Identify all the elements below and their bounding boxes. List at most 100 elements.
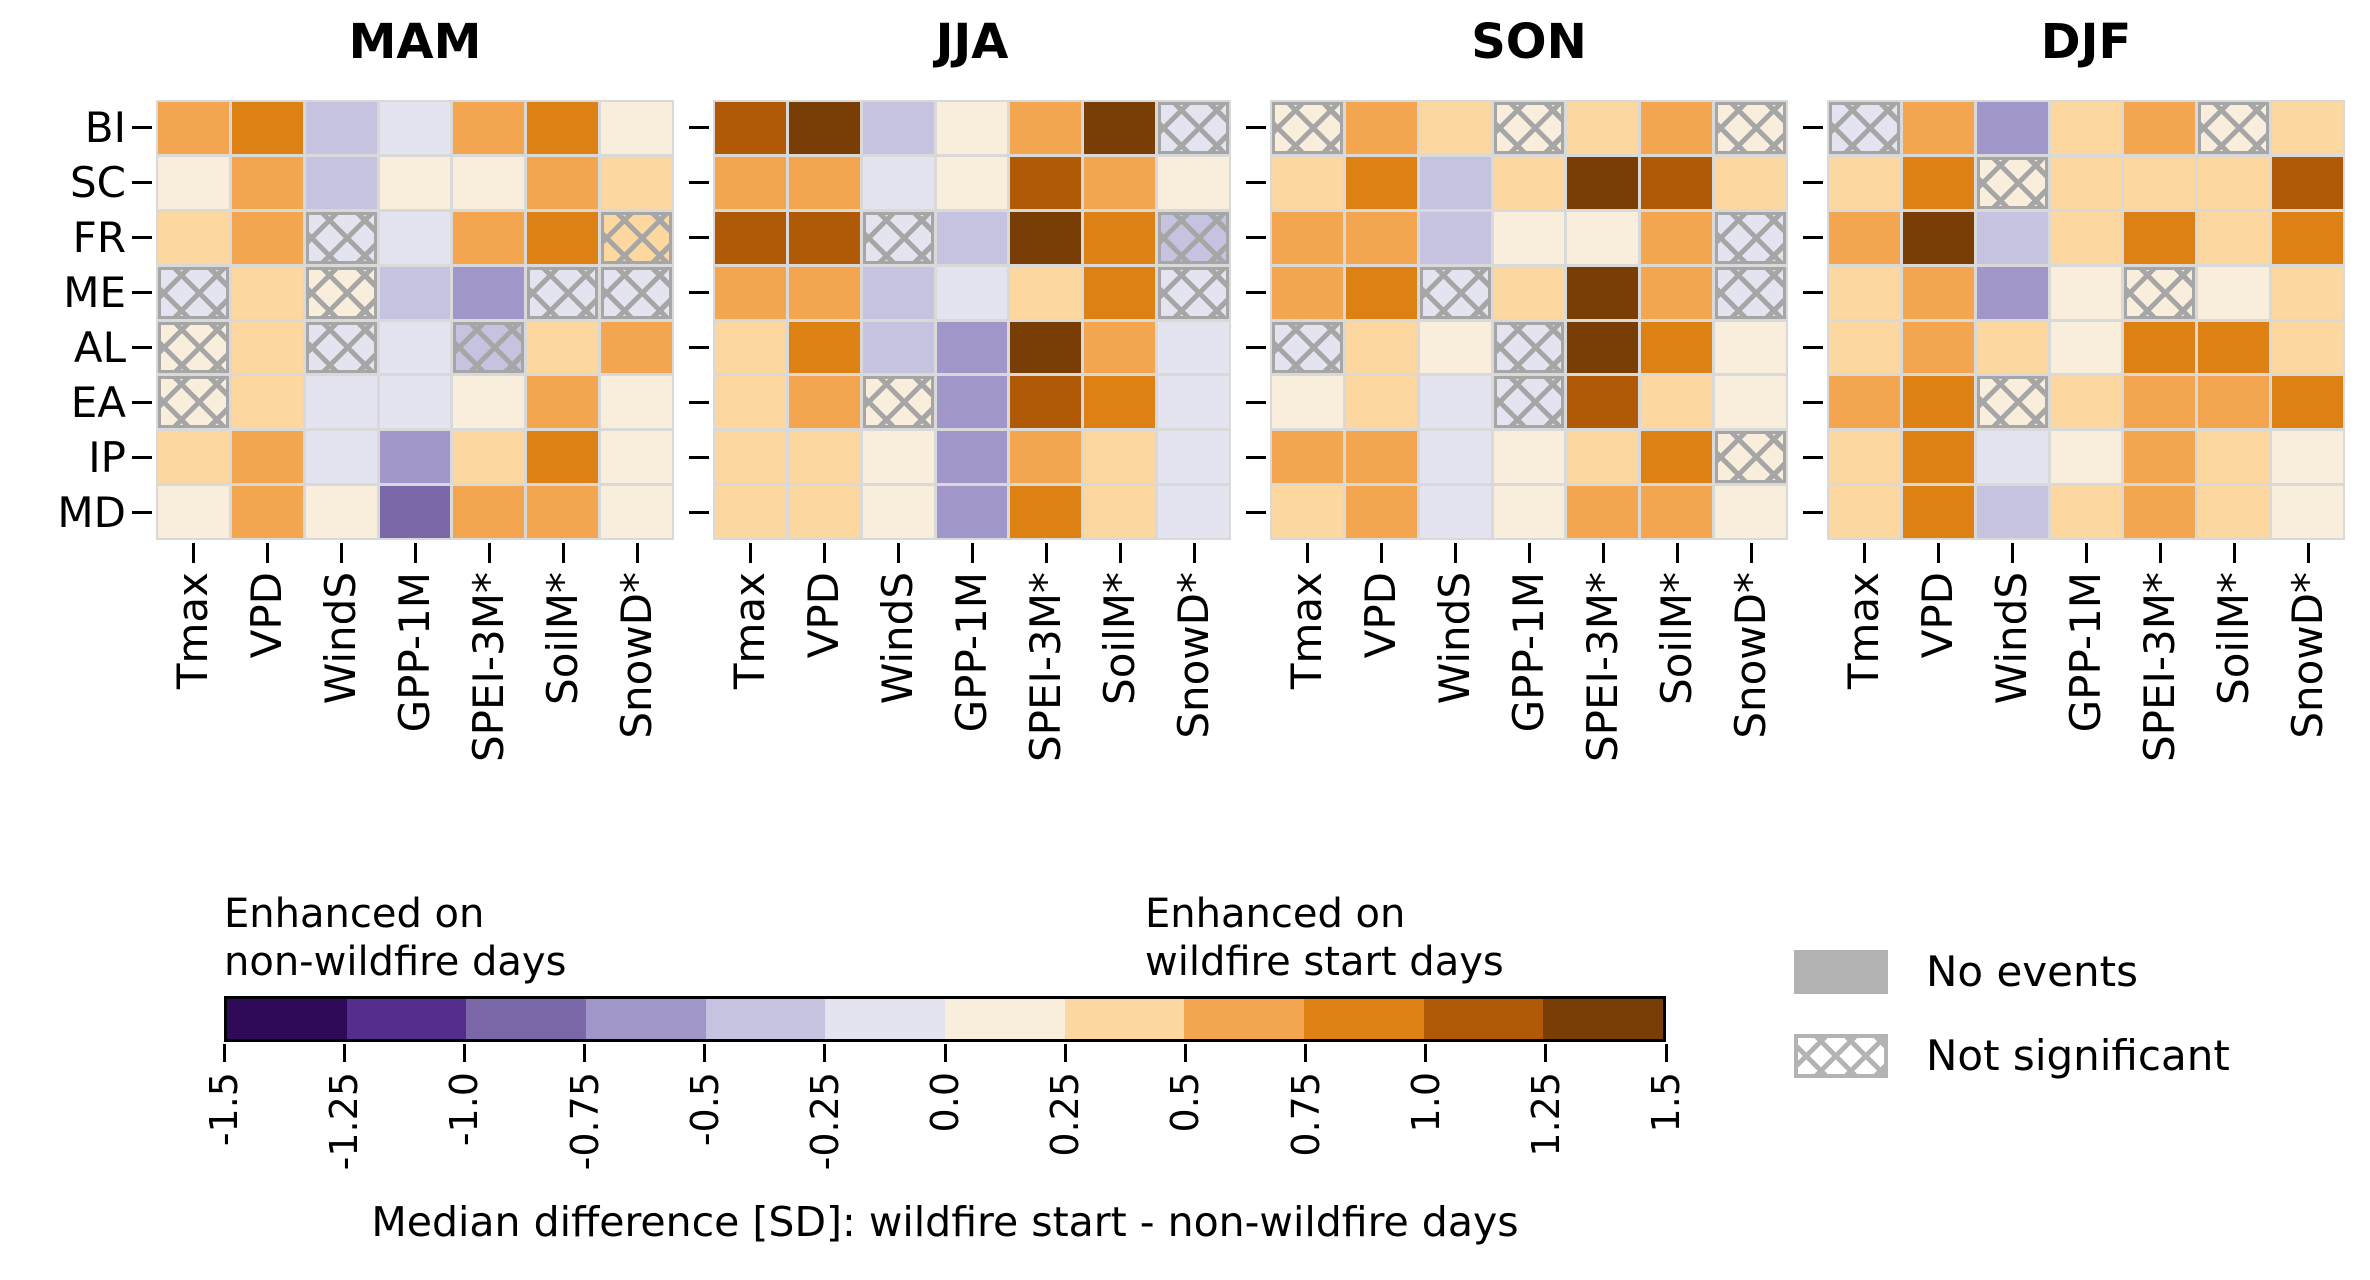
heatmap-cell [305,211,377,264]
colorbar-tick [583,1044,586,1062]
heatmap-cell [453,211,525,264]
colorbar-tick-label: -1.5 [202,1072,246,1147]
heatmap-cell [1158,156,1229,209]
x-axis-tick [1118,543,1122,563]
x-axis-tick [561,543,565,563]
heatmap-cell [453,376,525,429]
heatmap-cell [2050,266,2122,319]
y-axis-tick [1246,126,1266,129]
heatmap-cell [231,211,303,264]
heatmap-cell [1272,211,1343,264]
heatmap-cell [158,321,229,374]
colorbar-tick [342,1044,346,1062]
x-axis-tick [1862,543,1866,563]
heatmap-cell [2272,376,2343,429]
heatmap-cell [231,102,303,154]
heatmap-cell [936,266,1008,319]
no-events-swatch [1794,950,1888,994]
heatmap-cell [453,156,525,209]
heatmap-cell [305,102,377,154]
heatmap-cell [788,266,860,319]
heatmap-cell [379,431,451,484]
heatmap-cell [936,486,1008,538]
heatmap-cell [1641,156,1713,209]
heatmap-cell [231,486,303,538]
heatmap-cell [1493,156,1565,209]
heatmap-cell [1419,102,1491,154]
colorbar-segment [1304,999,1424,1039]
y-axis-tick [689,236,709,239]
heatmap-cell [788,486,860,538]
heatmap-cell [231,266,303,319]
x-axis-tick [487,543,491,563]
y-axis-tick [1246,511,1266,514]
heatmap-cell [158,376,229,429]
heatmap-cell [453,431,525,484]
y-axis-tick [689,181,709,184]
y-axis-tick [1246,456,1266,459]
heatmap-cell [2198,486,2270,538]
heatmap-cell [1976,321,2048,374]
heatmap-cell [1084,431,1156,484]
y-axis-label: MD [57,487,126,537]
colorbar-segment [1423,999,1544,1039]
x-axis-tick [2306,543,2310,563]
heatmap-cell [1567,211,1639,264]
y-axis-tick [689,401,709,404]
heatmap-cell [527,376,599,429]
colorbar-tick-label: 1.5 [1644,1072,1688,1133]
heatmap-cell [715,102,786,154]
heatmap-cell [1567,156,1639,209]
colorbar [224,996,1666,1042]
heatmap-cell [936,376,1008,429]
heatmap-cell [1829,321,1900,374]
heatmap-cell [601,266,672,319]
heatmap-cell [1976,211,2048,264]
heatmap-cell [1902,431,1974,484]
heatmap-cell [1272,266,1343,319]
heatmap-cell [379,156,451,209]
heatmap-cell [527,102,599,154]
heatmap-cell [1493,321,1565,374]
x-axis-label: SPEI-3M* [1021,572,1070,763]
heatmap-cell [936,211,1008,264]
x-axis-tick [1305,543,1309,563]
x-axis-label: SoilM* [1652,572,1701,705]
x-axis-tick [1936,543,1940,563]
heatmap-cell [1419,376,1491,429]
y-axis-tick [689,291,709,294]
heatmap-cell [1829,486,1900,538]
heatmap-cell [527,321,599,374]
heatmap-cell [231,376,303,429]
x-axis-tick [1379,543,1383,563]
x-axis-tick [2232,543,2236,563]
y-axis-tick [1803,456,1823,459]
heatmap-cell [2198,102,2270,154]
heatmap-cell [1976,376,2048,429]
heatmap-cell [1715,156,1786,209]
heatmap-cell [1493,376,1565,429]
heatmap-cell [1272,486,1343,538]
heatmap-cell [1010,211,1082,264]
heatmap-cell [601,102,672,154]
heatmap-cell [379,376,451,429]
x-axis-label: SPEI-3M* [464,572,513,763]
heatmap-cell [1715,431,1786,484]
heatmap-cell [305,431,377,484]
heatmap-cell [2272,321,2343,374]
not-significant-label: Not significant [1926,1031,2230,1080]
x-axis-label: Tmax [1839,572,1888,690]
heatmap-cell [2050,486,2122,538]
heatmap-cell [788,156,860,209]
x-axis-tick [1453,543,1457,563]
heatmap-cell [1641,486,1713,538]
y-axis-tick [1246,401,1266,404]
heatmap-cell [1345,431,1417,484]
heatmap-cell [527,211,599,264]
colorbar-tick-label: -0.25 [802,1072,847,1171]
heatmap-cell [936,102,1008,154]
y-axis-tick [1803,511,1823,514]
heatmap-cell [1158,486,1229,538]
y-axis-tick [689,511,709,514]
heatmap-cell [1567,321,1639,374]
